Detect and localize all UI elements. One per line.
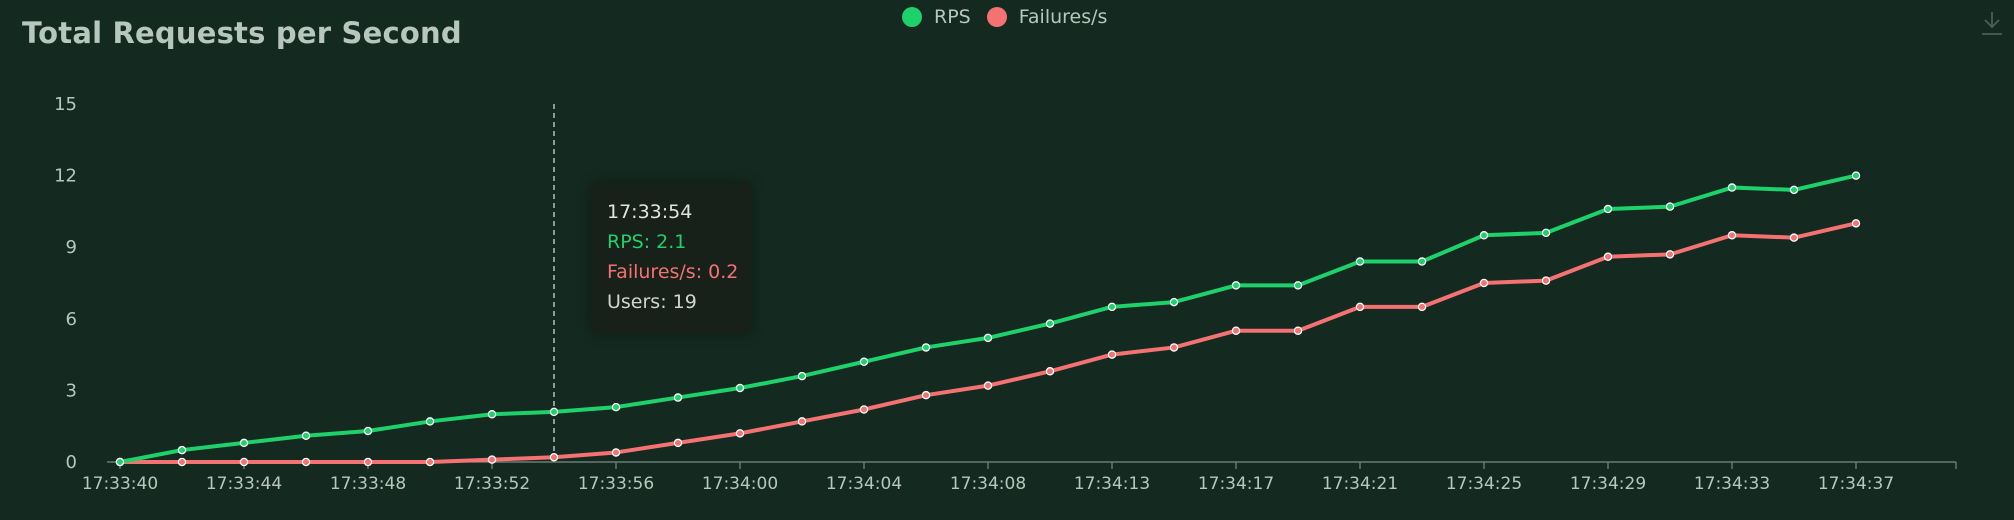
- data-point-rps: [1541, 228, 1551, 238]
- data-point-rps: [1727, 183, 1737, 192]
- legend-label-failures: Failures/s: [1018, 6, 1108, 28]
- x-tick-label: 17:33:52: [454, 474, 530, 494]
- x-tick-label: 17:34:25: [1446, 474, 1522, 494]
- data-point-rps: [115, 457, 125, 467]
- data-point-failures-s: [239, 457, 249, 467]
- data-point-failures-s: [1479, 278, 1489, 288]
- y-tick-label: 9: [66, 237, 77, 258]
- chart-legend: RPS Failures/s: [902, 6, 1123, 28]
- data-point-rps: [735, 383, 745, 393]
- data-point-failures-s: [549, 452, 559, 462]
- data-point-failures-s: [735, 429, 745, 438]
- data-point-failures-s: [859, 405, 869, 414]
- data-point-failures-s: [1727, 231, 1737, 240]
- x-axis: 17:33:40 17:33:44 17:33:48 17:33:52 17:33:56…: [82, 461, 1957, 494]
- data-point-failures-s: [301, 457, 311, 467]
- data-point-failures-s: [1355, 302, 1365, 312]
- data-point-failures-s: [363, 457, 373, 467]
- y-tick-label: 12: [54, 166, 77, 187]
- data-point-failures-s: [611, 448, 621, 457]
- data-point-failures-s: [1603, 252, 1613, 261]
- legend-marker-rps: [902, 7, 922, 27]
- x-tick-label: 17:34:33: [1694, 474, 1770, 494]
- chart-title: Total Requests per Second: [22, 16, 462, 50]
- tooltip: 17:33:54 RPS: 2.1 Failures/s: 0.2 Users:…: [591, 183, 751, 333]
- data-point-failures-s: [487, 455, 497, 464]
- y-axis: 0 3 6 9 12 15: [54, 94, 77, 473]
- tooltip-time: 17:33:54: [607, 201, 693, 223]
- data-point-rps: [611, 402, 621, 412]
- tooltip-users: Users: 19: [607, 291, 697, 313]
- data-point-failures-s: [1293, 326, 1303, 335]
- data-point-rps: [1665, 202, 1675, 211]
- legend-item-failures[interactable]: Failures/s: [986, 6, 1108, 28]
- data-point-rps: [673, 393, 683, 402]
- data-point-rps: [301, 431, 311, 440]
- data-point-rps: [1851, 171, 1861, 180]
- data-point-failures-s: [1789, 233, 1799, 242]
- series-group: [115, 171, 1861, 467]
- x-tick-label: 17:34:29: [1570, 474, 1646, 494]
- y-tick-label: 0: [66, 452, 77, 473]
- data-point-rps: [1231, 281, 1241, 290]
- series-line-rps: [118, 173, 1858, 464]
- data-point-rps: [1107, 302, 1117, 312]
- legend-label-rps: RPS: [934, 6, 971, 28]
- data-point-failures-s: [673, 438, 683, 448]
- data-point-rps: [1417, 257, 1427, 266]
- x-tick-label: 17:34:13: [1074, 474, 1150, 494]
- data-point-failures-s: [1045, 367, 1055, 376]
- data-point-rps: [1355, 257, 1365, 266]
- y-tick-label: 6: [66, 309, 77, 330]
- x-tick-label: 17:34:00: [702, 474, 778, 494]
- data-point-rps: [1045, 319, 1055, 328]
- download-icon[interactable]: [1980, 10, 2004, 36]
- data-point-rps: [363, 426, 373, 436]
- x-tick-label: 17:34:04: [826, 474, 902, 494]
- series-line-failures-s: [118, 221, 1858, 464]
- data-point-failures-s: [425, 457, 435, 467]
- y-tick-label: 3: [66, 380, 77, 401]
- x-tick-label: 17:33:56: [578, 474, 654, 494]
- data-point-rps: [797, 371, 807, 381]
- x-tick-label: 17:34:17: [1198, 474, 1274, 494]
- data-point-rps: [983, 333, 993, 343]
- data-point-failures-s: [177, 457, 187, 467]
- data-point-rps: [487, 410, 497, 419]
- data-point-rps: [1479, 231, 1489, 240]
- x-tick-label: 17:33:48: [330, 474, 406, 494]
- data-point-rps: [425, 417, 435, 426]
- data-point-failures-s: [797, 417, 807, 426]
- data-point-rps: [921, 343, 931, 352]
- data-point-failures-s: [1169, 343, 1179, 352]
- y-tick-label: 15: [54, 94, 77, 115]
- tooltip-rps: RPS: 2.1: [607, 231, 687, 253]
- data-point-rps: [859, 357, 869, 367]
- x-tick-label: 17:33:40: [82, 474, 158, 494]
- data-point-failures-s: [1541, 276, 1551, 285]
- legend-item-rps[interactable]: RPS: [902, 6, 971, 28]
- x-tick-label: 17:34:08: [950, 474, 1026, 494]
- data-point-rps: [239, 438, 249, 448]
- data-point-rps: [1293, 281, 1303, 290]
- data-point-failures-s: [1417, 302, 1427, 312]
- data-point-failures-s: [1231, 326, 1241, 335]
- x-tick-label: 17:33:44: [206, 474, 282, 494]
- tooltip-failures: Failures/s: 0.2: [607, 261, 739, 283]
- x-tick-label: 17:34:21: [1322, 474, 1398, 494]
- data-point-rps: [549, 407, 559, 417]
- data-point-failures-s: [1665, 250, 1675, 259]
- data-point-rps: [177, 445, 187, 455]
- data-point-rps: [1789, 185, 1799, 195]
- legend-marker-failures: [986, 7, 1007, 27]
- data-point-rps: [1169, 297, 1179, 307]
- data-point-failures-s: [983, 381, 993, 390]
- data-point-failures-s: [1107, 350, 1117, 359]
- data-point-rps: [1603, 204, 1613, 214]
- x-tick-label: 17:34:37: [1818, 474, 1894, 494]
- data-point-failures-s: [921, 390, 931, 400]
- data-point-failures-s: [1851, 219, 1861, 228]
